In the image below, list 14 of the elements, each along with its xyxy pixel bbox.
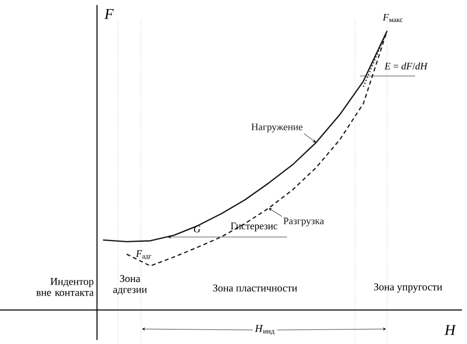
annotation: Зона адгезии: [113, 275, 147, 295]
text: F$_{макс}$: [382, 14, 403, 22]
y-axis-title: F: [104, 9, 114, 19]
annotation: F$_{адг}$: [136, 250, 152, 260]
text: H$_{инд}$: [254, 325, 274, 335]
annotation: E = dF/dH: [384, 62, 428, 70]
annotation: Зона упругости: [374, 283, 442, 293]
annotation: G: [194, 226, 200, 232]
annotation: Зона пластичности: [213, 284, 298, 292]
annotation: Гистерезис: [230, 222, 278, 232]
series-label: Разгрузка: [283, 218, 324, 226]
x-axis-title: H: [444, 325, 456, 335]
annotation: Индентор вне контакта: [36, 278, 94, 296]
series-label: Нагружение: [251, 124, 302, 132]
